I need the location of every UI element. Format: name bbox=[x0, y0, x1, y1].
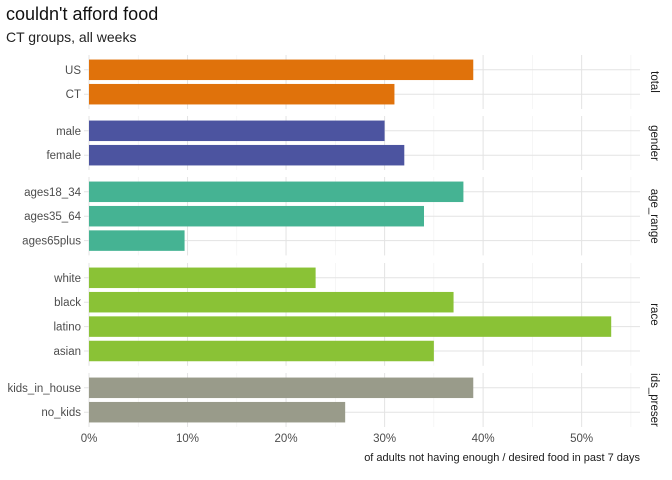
x-tick-label: 20% bbox=[275, 433, 298, 445]
x-tick-label: 40% bbox=[472, 433, 495, 445]
x-tick-label: 50% bbox=[570, 433, 593, 445]
x-tick-label: 10% bbox=[176, 433, 199, 445]
category-label: male bbox=[56, 126, 81, 138]
facet-strip-label: ids_preser bbox=[648, 373, 660, 427]
facet-strip-label: gender bbox=[648, 125, 660, 161]
category-label: ages18_34 bbox=[24, 187, 82, 199]
category-label: white bbox=[53, 273, 81, 285]
bar-white bbox=[89, 267, 316, 289]
x-axis-title: of adults not having enough / desired fo… bbox=[364, 452, 640, 464]
facet-strip-label: age_range bbox=[648, 189, 660, 244]
bar-no_kids bbox=[89, 401, 346, 423]
bar-CT bbox=[89, 83, 395, 105]
category-label: CT bbox=[66, 89, 81, 101]
bar-latino bbox=[89, 316, 612, 337]
category-label: ages35_64 bbox=[24, 211, 82, 223]
category-label: no_kids bbox=[41, 407, 81, 419]
category-label: kids_in_house bbox=[7, 383, 81, 395]
category-label: asian bbox=[54, 346, 82, 358]
facet-strip-label: race bbox=[648, 303, 660, 325]
chart-subtitle: CT groups, all weeks bbox=[6, 29, 137, 45]
category-label: female bbox=[46, 150, 81, 162]
chart-title: couldn't afford food bbox=[6, 4, 159, 24]
x-tick-label: 30% bbox=[373, 433, 396, 445]
x-tick-label: 0% bbox=[81, 433, 98, 445]
category-label: latino bbox=[54, 322, 82, 334]
bar-ages65plus bbox=[89, 230, 185, 251]
category-label: black bbox=[54, 297, 81, 309]
bar-US bbox=[89, 59, 474, 81]
bar-ages35_64 bbox=[89, 205, 424, 227]
bar-ages18_34 bbox=[89, 181, 464, 203]
bar-black bbox=[89, 291, 454, 313]
category-label: US bbox=[65, 65, 81, 77]
bar-female bbox=[89, 144, 405, 166]
facet-strip-label: total bbox=[648, 71, 660, 93]
bar-asian bbox=[89, 340, 434, 362]
bar-male bbox=[89, 120, 385, 142]
category-label: ages65plus bbox=[22, 236, 81, 248]
bar-kids_in_house bbox=[89, 377, 474, 399]
